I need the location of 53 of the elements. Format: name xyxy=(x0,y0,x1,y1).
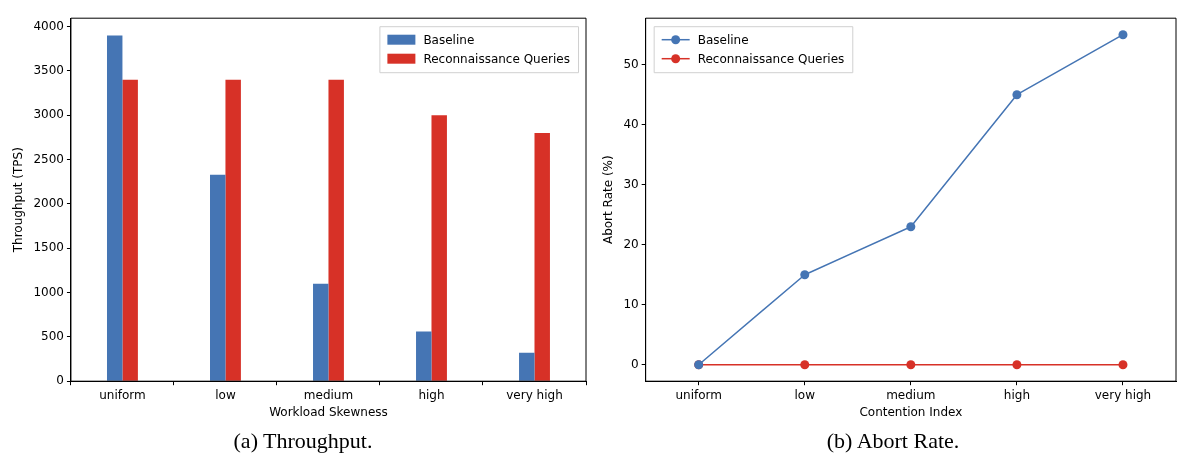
y-tick-label: 30 xyxy=(623,176,639,191)
bar xyxy=(328,79,344,381)
bar xyxy=(534,133,550,381)
x-tick-label: medium xyxy=(303,387,354,402)
y-tick-label: 50 xyxy=(623,56,639,71)
x-tick-label: medium xyxy=(886,387,936,402)
text: (a) Throughput. xyxy=(232,428,374,454)
y-tick-label: 3000 xyxy=(33,107,64,122)
point xyxy=(1118,360,1128,370)
x-tick-label: uniform xyxy=(99,387,146,402)
bar xyxy=(225,79,241,381)
point xyxy=(1118,30,1128,40)
y-tick-label: 4000 xyxy=(33,18,64,33)
y-tick-label: 0 xyxy=(631,356,639,371)
y-tick-label: 1000 xyxy=(33,284,64,299)
bar xyxy=(122,79,138,381)
bar xyxy=(313,283,329,381)
y-tick-label: 3500 xyxy=(33,63,64,78)
y-axis-title: Abort Rate (%) xyxy=(601,155,616,245)
x-tick-label: low xyxy=(215,387,236,402)
point xyxy=(800,360,810,370)
point xyxy=(906,360,916,370)
y-tick-label: 20 xyxy=(623,236,639,251)
x-tick-label: high xyxy=(418,387,445,402)
y-tick-label: 40 xyxy=(623,116,639,131)
y-tick-label: 0 xyxy=(56,373,64,388)
legend-label: Baseline xyxy=(423,32,475,47)
y-tick-label: 1500 xyxy=(33,240,64,255)
point xyxy=(1012,360,1022,370)
x-axis-title: Contention Index xyxy=(859,404,963,419)
y-tick-label: 10 xyxy=(623,296,639,311)
x-tick-label: uniform xyxy=(675,387,722,402)
y-axis-title: Throughput (TPS) xyxy=(11,147,26,254)
bar xyxy=(416,331,432,381)
bar xyxy=(431,115,447,381)
x-axis-title: Workload Skewness xyxy=(269,404,388,419)
x-tick-label: high xyxy=(1003,387,1030,402)
legend-label: Baseline xyxy=(697,32,749,47)
y-tick-label: 500 xyxy=(41,329,64,343)
x-tick-label: low xyxy=(794,387,816,402)
bar xyxy=(519,352,535,381)
legend-label: Reconnaissance Queries xyxy=(697,51,845,66)
x-tick-label: very high xyxy=(1094,387,1152,402)
x-tick-label: very high xyxy=(506,387,563,402)
y-tick-label: 2000 xyxy=(33,196,64,211)
point xyxy=(906,222,916,232)
point xyxy=(1012,90,1022,100)
point xyxy=(800,270,810,280)
y-tick-label: 2500 xyxy=(33,151,64,166)
bar xyxy=(106,35,123,381)
legend-label: Reconnaissance Queries xyxy=(423,51,571,66)
bar xyxy=(210,174,226,381)
text: (b) Abort Rate. xyxy=(825,428,961,454)
